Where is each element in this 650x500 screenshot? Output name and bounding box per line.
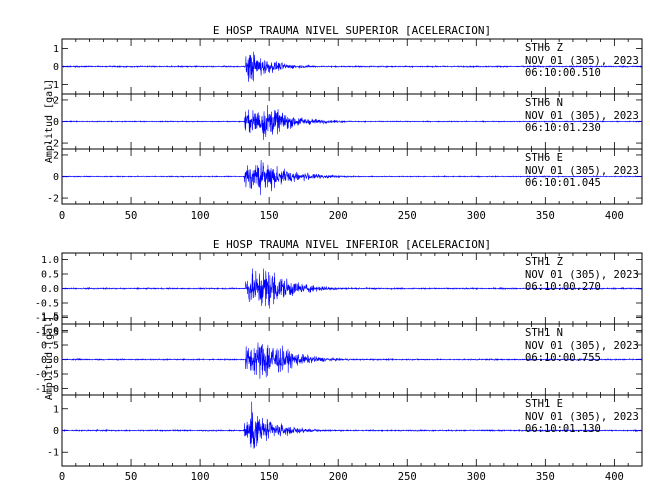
x-tick-label: 300 (467, 471, 486, 483)
station-label: STH6 N (525, 97, 563, 109)
y-tick-label: -2 (47, 194, 59, 205)
y-tick-label: 1.5 (41, 312, 59, 323)
x-tick-label: 350 (536, 210, 555, 222)
waveform-STH6-N (61, 105, 643, 140)
record-time: 06:10:01.130 (525, 423, 601, 435)
x-tick-label: 150 (260, 471, 279, 483)
y-tick-label: -2 (47, 139, 59, 150)
y-tick-label: -1 (47, 80, 59, 91)
x-tick-label: 400 (605, 210, 624, 222)
y-tick-label: 0.5 (41, 341, 59, 352)
y-tick-label: 1 (53, 404, 59, 415)
figure-panel-1: E HOSP TRAUMA NIVEL SUPERIOR [ACELERACIO… (44, 24, 643, 222)
x-tick-label: 50 (125, 471, 138, 483)
y-tick-label: -0.5 (35, 369, 59, 380)
record-date: NOV 01 (305), 2023 (525, 340, 639, 352)
y-tick-label: 0 (53, 62, 59, 73)
x-tick-label: 200 (329, 210, 348, 222)
record-time: 06:10:01.045 (525, 177, 601, 189)
y-tick-label: 1.0 (41, 255, 59, 266)
station-label: STH6 E (525, 152, 563, 164)
y-tick-label: 0.0 (41, 284, 59, 295)
y-tick-label: -1.0 (35, 384, 59, 395)
x-tick-label: 250 (398, 471, 417, 483)
x-tick-label: 50 (125, 210, 138, 222)
record-date: NOV 01 (305), 2023 (525, 269, 639, 281)
plots-layer: E HOSP TRAUMA NIVEL SUPERIOR [ACELERACIO… (35, 24, 643, 483)
station-label: STH1 N (525, 327, 563, 339)
y-tick-label: 2 (53, 150, 59, 161)
x-tick-label: 150 (260, 210, 279, 222)
y-axis-label: Amplitud [gal] (44, 316, 55, 400)
y-tick-label: 0 (53, 426, 59, 437)
y-tick-label: 0 (53, 172, 59, 183)
x-tick-label: 350 (536, 471, 555, 483)
x-tick-label: 250 (398, 210, 417, 222)
waveform-STH6-E (61, 160, 643, 196)
y-tick-label: 1.0 (41, 326, 59, 337)
y-axis-label: Amplitud [gal] (44, 79, 55, 163)
x-tick-label: 100 (191, 210, 210, 222)
waveform-STH6-Z (61, 51, 643, 82)
waveform-STH1-Z (61, 268, 643, 309)
record-time: 06:10:00.510 (525, 67, 601, 79)
x-tick-label: 0 (59, 210, 65, 222)
y-tick-label: -1 (47, 448, 59, 459)
y-tick-label: 0 (53, 117, 59, 128)
waveform-STH1-E (61, 401, 643, 449)
y-tick-label: -1.5 (35, 327, 59, 338)
y-tick-label: -0.5 (35, 298, 59, 309)
waveform-STH1-N (61, 342, 643, 379)
y-tick-label: 0.5 (41, 270, 59, 281)
station-label: STH1 E (525, 398, 563, 410)
y-tick-label: 0.0 (41, 355, 59, 366)
x-tick-label: 200 (329, 471, 348, 483)
station-label: STH6 Z (525, 42, 563, 54)
y-tick-label: 2 (53, 95, 59, 106)
figure-title: E HOSP TRAUMA NIVEL INFERIOR [ACELERACIO… (213, 238, 491, 251)
station-label: STH1 Z (525, 256, 563, 268)
x-tick-label: 0 (59, 471, 65, 483)
record-time: 06:10:00.270 (525, 281, 601, 293)
record-date: NOV 01 (305), 2023 (525, 165, 639, 177)
record-time: 06:10:01.230 (525, 122, 601, 134)
x-tick-label: 100 (191, 471, 210, 483)
record-date: NOV 01 (305), 2023 (525, 110, 639, 122)
record-date: NOV 01 (305), 2023 (525, 55, 639, 67)
record-time: 06:10:00.755 (525, 352, 601, 364)
x-tick-label: 300 (467, 210, 486, 222)
record-date: NOV 01 (305), 2023 (525, 411, 639, 423)
figure-title: E HOSP TRAUMA NIVEL SUPERIOR [ACELERACIO… (213, 24, 491, 37)
x-tick-label: 400 (605, 471, 624, 483)
y-tick-label: 1 (53, 44, 59, 55)
y-tick-label: -1.0 (35, 313, 59, 324)
figure-panel-2: E HOSP TRAUMA NIVEL INFERIOR [ACELERACIO… (35, 238, 643, 483)
